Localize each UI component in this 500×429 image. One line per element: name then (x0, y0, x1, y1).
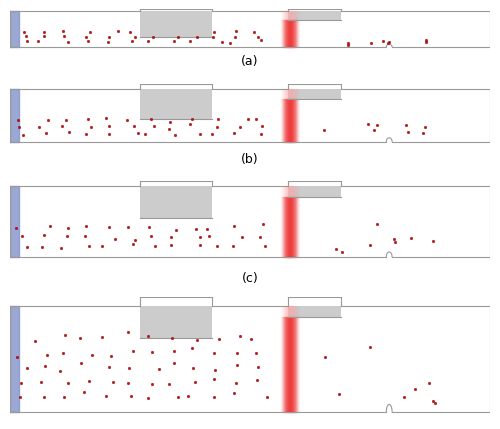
Text: (b): (b) (241, 153, 259, 166)
Bar (288, 88, 341, 100)
Bar (140, 12, 212, 37)
Bar (288, 186, 341, 197)
Bar (288, 12, 341, 20)
Bar (10, 12, 490, 47)
Bar (10, 88, 490, 142)
Bar (288, 306, 341, 317)
Polygon shape (386, 252, 392, 257)
Polygon shape (386, 405, 392, 412)
Polygon shape (386, 44, 392, 47)
Bar (140, 186, 212, 218)
Polygon shape (386, 138, 392, 142)
Bar (10, 186, 490, 257)
Bar (140, 306, 212, 338)
Bar (140, 88, 212, 119)
Text: (c): (c) (242, 272, 258, 285)
Text: (a): (a) (241, 54, 259, 67)
Bar (10, 306, 490, 412)
